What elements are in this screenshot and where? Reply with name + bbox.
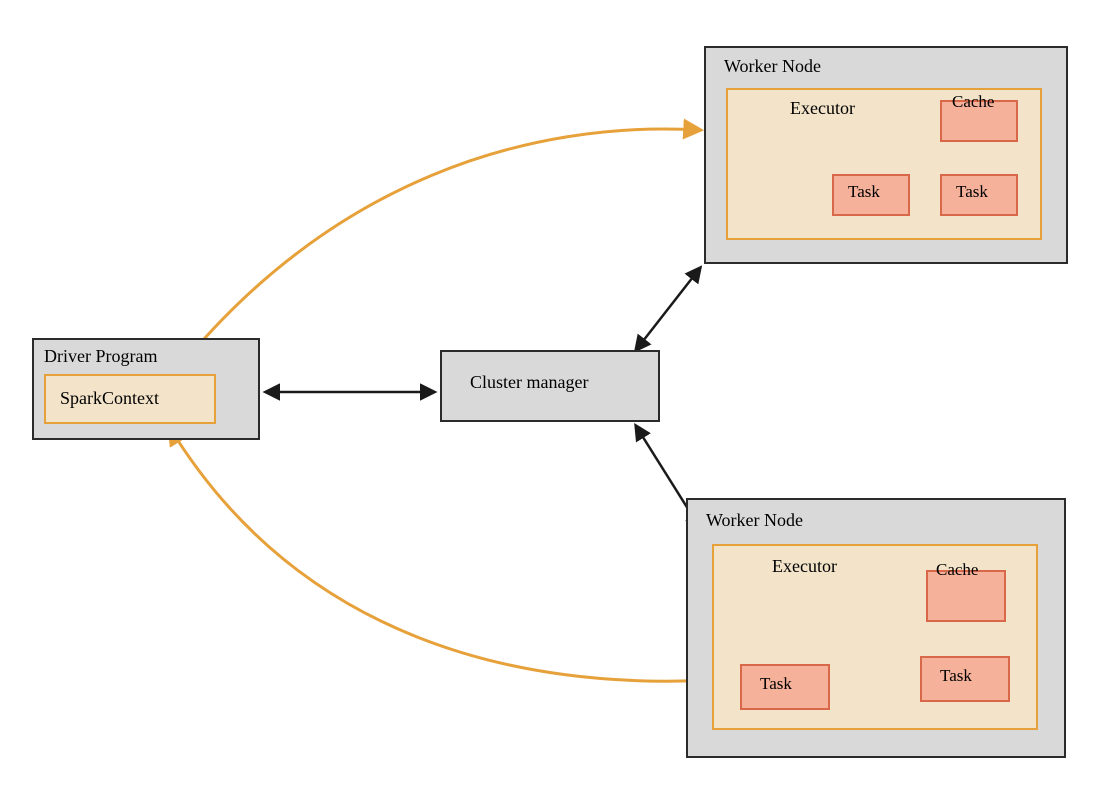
executor-bottom-label: Executor bbox=[772, 556, 837, 577]
cache-bottom-label: Cache bbox=[936, 560, 978, 580]
executor-top-label: Executor bbox=[790, 98, 855, 119]
edge-cluster-worker-top bbox=[636, 268, 700, 350]
task-bottom-1-label: Task bbox=[760, 674, 792, 694]
cache-top-label: Cache bbox=[952, 92, 994, 112]
spark-context-label: SparkContext bbox=[60, 388, 159, 409]
driver-program-label: Driver Program bbox=[44, 346, 157, 367]
task-bottom-2-label: Task bbox=[940, 666, 972, 686]
task-top-1-label: Task bbox=[848, 182, 880, 202]
edge-sparkcontext-worker-top bbox=[176, 129, 700, 372]
worker-node-top-label: Worker Node bbox=[724, 56, 821, 77]
worker-node-bottom-label: Worker Node bbox=[706, 510, 803, 531]
edge-sparkcontext-worker-bottom bbox=[170, 428, 712, 681]
diagram-stage: Driver Program SparkContext Cluster mana… bbox=[0, 0, 1094, 796]
cluster-manager-label: Cluster manager bbox=[470, 372, 588, 393]
task-top-2-label: Task bbox=[956, 182, 988, 202]
